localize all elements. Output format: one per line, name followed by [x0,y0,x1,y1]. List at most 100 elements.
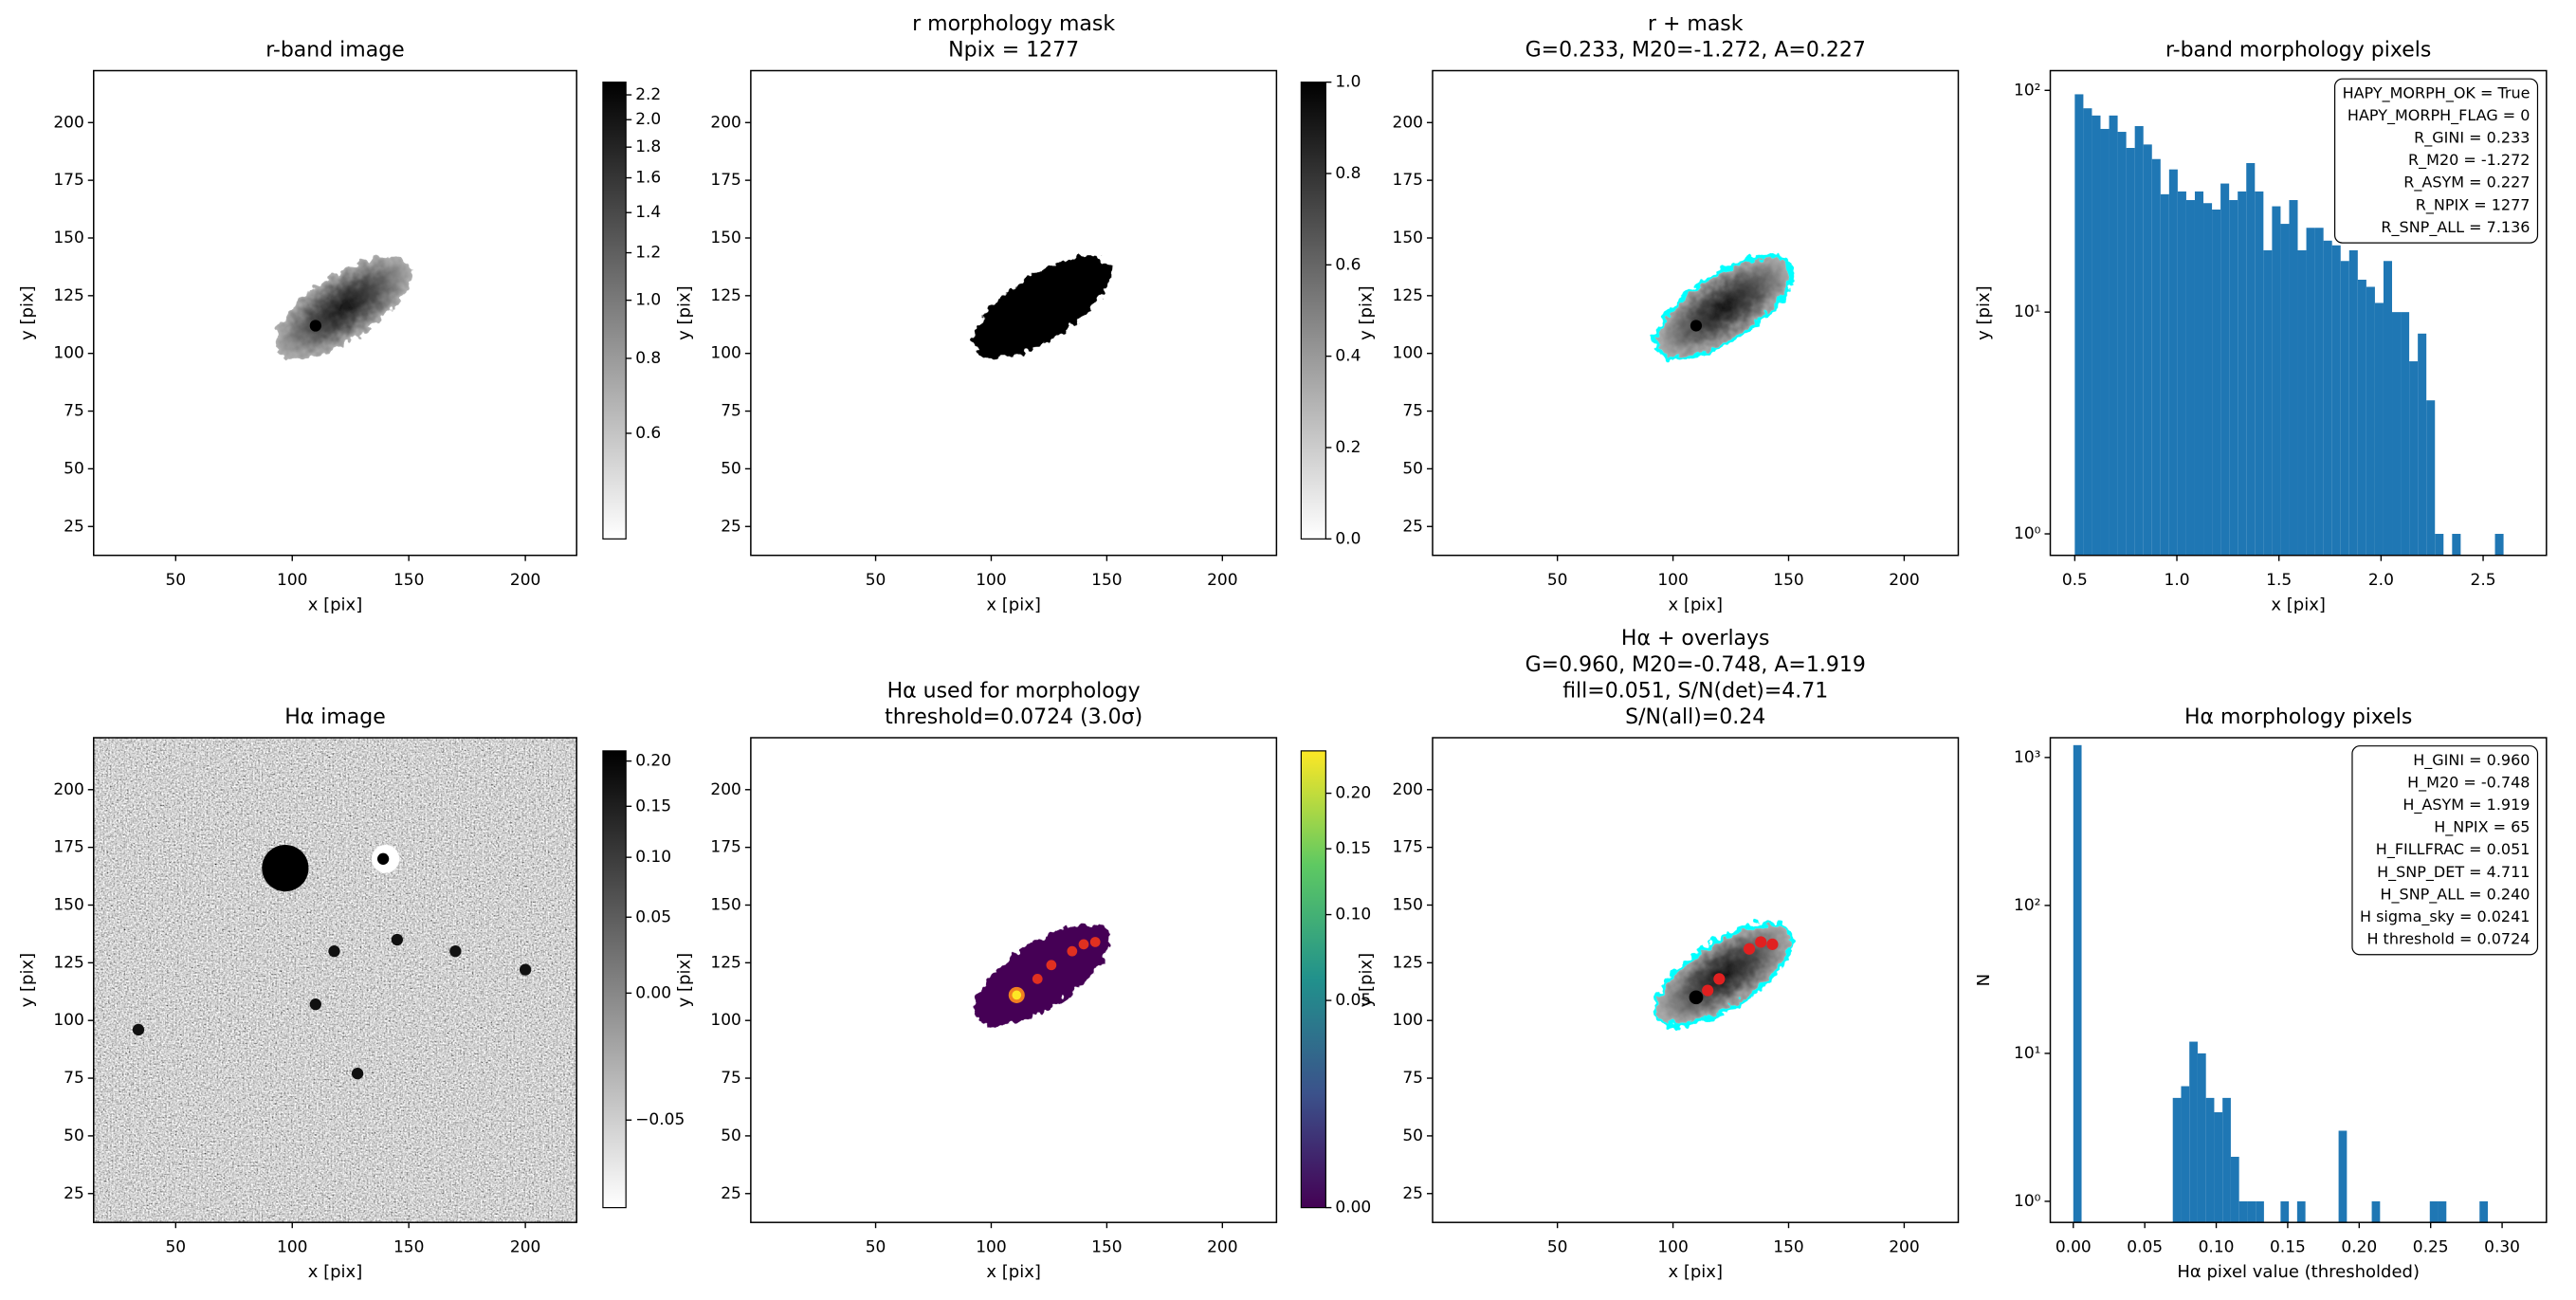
source-dot [1755,936,1767,948]
colorbar-tick-label: 0.20 [1335,784,1371,803]
colorbar-tick-label: 1.0 [1335,73,1361,92]
hist-bar [2238,191,2247,556]
hist-bar [2109,115,2118,556]
hist-bar [2297,249,2307,556]
hist-bar [2383,261,2393,556]
hist-bar [2220,183,2230,556]
source-dot [1713,973,1726,985]
plot-area [274,256,412,358]
y-tick-label: 150 [710,895,740,914]
colorbar-tick-label: 0.10 [635,848,671,867]
y-tick-label: 10² [2014,896,2040,915]
colorbar-tick-label: −0.05 [635,1110,685,1129]
y-axis-label: y [pix] [1974,285,1994,340]
hist-bar [2289,200,2298,556]
hist-bar [2177,191,2186,556]
panel-title: S/N(all)=0.24 [1625,705,1765,729]
source-dot [262,844,309,892]
y-tick-label: 25 [1402,517,1423,536]
x-tick-label: 0.25 [2413,1238,2449,1257]
x-tick-label: 0.05 [2127,1238,2163,1257]
axes-frame [2049,69,2548,557]
stats-line: H_NPIX = 65 [2434,818,2530,837]
plot-area [974,924,1111,1025]
source-dot [351,1068,364,1080]
y-tick-label: 50 [1402,459,1423,478]
y-tick-label: 150 [1393,229,1423,247]
y-tick-label: 175 [1393,171,1423,190]
hist-bar [2197,1053,2206,1223]
x-tick-label: 1.0 [2165,571,2190,590]
hist-bar [2280,224,2290,556]
y-tick-label: 50 [1402,1126,1423,1145]
hist-bar [2205,1097,2215,1223]
hist-bar [2374,302,2384,556]
colorbar-tick-label: 0.2 [1335,438,1361,457]
y-tick-label: 125 [1393,286,1423,305]
y-axis-label: y [pix] [675,285,695,340]
panel-title: Npix = 1277 [948,39,1079,63]
source-dot [376,852,390,865]
source-dot [1032,974,1043,984]
y-tick-label: 150 [710,229,740,247]
y-tick-label: 75 [64,402,84,421]
hist-bar [2331,245,2341,556]
x-tick-label: 150 [393,1238,424,1257]
source-dot [1078,939,1089,950]
panel-title: G=0.960, M20=-0.748, A=1.919 [1526,653,1866,677]
x-tick-label: 0.00 [2055,1238,2092,1257]
hist-bar [2280,1200,2290,1223]
x-axis-label: x [pix] [1668,1262,1723,1282]
y-tick-label: 100 [710,1011,740,1030]
hist-bar [2409,361,2419,556]
hist-bar [2185,200,2195,556]
source-dot [519,963,532,976]
hist-bar [2229,200,2238,556]
colorbar-tick-label: 1.6 [635,169,661,188]
y-tick-label: 175 [710,171,740,190]
y-axis-label: y [pix] [17,285,37,340]
x-tick-label: 100 [1657,571,1688,590]
y-tick-label: 10⁰ [2014,524,2041,543]
y-tick-label: 200 [53,113,83,132]
colorbar-tick-label: 0.15 [1335,839,1371,858]
hist-bar [2194,191,2204,556]
x-tick-label: 150 [1091,571,1122,590]
hist-bar [2438,1200,2447,1223]
x-axis-label: x [pix] [308,1262,363,1282]
y-tick-label: 50 [64,1126,84,1145]
hist-bar [2212,210,2221,556]
x-tick-label: 150 [393,571,424,590]
hist-bar [2246,162,2256,556]
plot-area [1653,922,1795,1027]
x-tick-label: 0.15 [2270,1238,2306,1257]
source-dot [1089,937,1101,947]
axes-frame [1432,69,1960,557]
hist-bar [2263,249,2273,556]
y-tick-label: 100 [710,344,740,363]
source-dot [132,1023,145,1036]
source-dot [391,933,404,946]
hist-bar [2168,169,2178,556]
plot-area [2074,94,2504,556]
y-tick-label: 175 [53,171,83,190]
y-tick-label: 10⁰ [2014,1192,2041,1211]
source-blob [974,924,1111,1025]
hist-bar [2296,1200,2306,1223]
y-tick-label: 100 [1393,1011,1423,1030]
colorbar-tick-label: 1.4 [635,203,661,222]
y-tick-label: 75 [721,1069,741,1088]
y-axis-label: N [1974,974,1994,986]
hist-bar [2255,191,2264,556]
source-dot [1702,984,1714,997]
source-blob [1653,922,1795,1027]
hist-bar [2366,286,2375,556]
colorbar-tick-label: 1.2 [635,244,661,263]
hist-bar [2117,132,2127,556]
y-axis-label: y [pix] [17,953,37,1008]
panel-title: Hα + overlays [1621,627,1770,650]
hist-bar [2323,240,2332,556]
hist-bar [2083,108,2092,556]
x-tick-label: 0.30 [2484,1238,2520,1257]
colorbar [1300,750,1326,1209]
